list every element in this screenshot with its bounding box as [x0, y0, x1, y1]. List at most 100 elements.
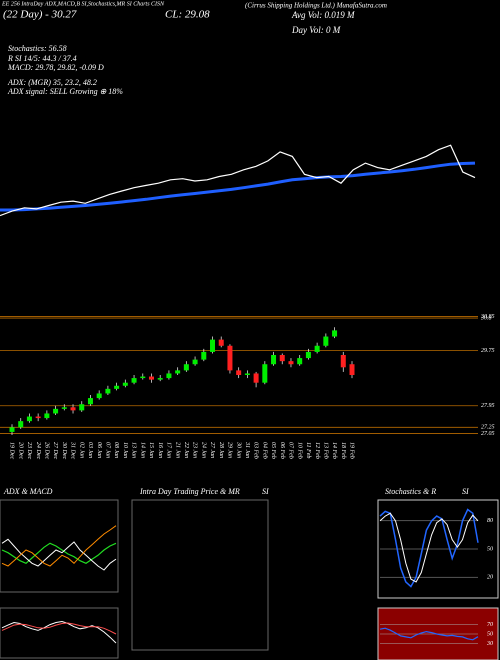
series-line: [1, 525, 117, 567]
series-line: [379, 627, 479, 641]
candle-body: [297, 358, 303, 365]
annotation: R SI 14/5: 44.3 / 37.4: [7, 54, 77, 63]
candle-body: [53, 408, 59, 414]
series-line: [379, 508, 479, 588]
x-tick-label: 16 Jan: [157, 442, 163, 458]
x-tick-label: 07 Feb: [288, 442, 294, 459]
y-tick-label: 50: [487, 631, 493, 637]
candle-body: [314, 345, 320, 352]
candle-body: [340, 355, 346, 368]
y-tick-label: 70: [487, 622, 493, 628]
candle-body: [279, 355, 285, 362]
x-tick-label: 12 Feb: [314, 442, 320, 459]
annotation: (22 Day) - 30.27: [3, 9, 77, 21]
y-tick-label: 50: [487, 546, 493, 552]
candle-body: [192, 359, 198, 365]
candle-body: [26, 416, 32, 422]
annotation: CL: 29.08: [165, 9, 210, 21]
x-tick-label: 31 Dec: [70, 441, 76, 459]
x-tick-label: 18 Feb: [340, 442, 346, 459]
candle-body: [114, 385, 120, 389]
candle-body: [323, 336, 329, 346]
x-tick-label: 13 Jan: [131, 442, 137, 458]
candle-body: [262, 364, 268, 383]
panel-frame: [131, 499, 269, 651]
panel-title: Stochastics & R: [385, 487, 436, 496]
y-tick-label: 30: [486, 641, 493, 647]
x-tick-label: 24 Dec: [35, 442, 42, 459]
y-tick-label: 29.75: [481, 348, 495, 354]
x-tick-label: 04 Feb: [261, 442, 268, 459]
candle-body: [105, 388, 111, 394]
candle-body: [61, 407, 67, 409]
candle-body: [210, 339, 216, 352]
series-line: [379, 512, 479, 583]
x-tick-label: 29 Jan: [227, 442, 233, 458]
panel-title: Intra Day Trading Price & MR: [139, 487, 240, 496]
panel-title: ADX & MACD: [3, 487, 53, 496]
x-tick-label: 02 Jan: [78, 442, 84, 458]
chart-title: (Cirrus Shipping Holdings Ltd.) MunafaSu…: [245, 2, 387, 10]
x-tick-label: 13 Feb: [322, 442, 328, 459]
candle-body: [96, 393, 102, 399]
y-tick-label: 80: [487, 518, 493, 524]
x-tick-label: 03 Jan: [87, 442, 93, 458]
series-line: [1, 622, 117, 635]
x-tick-label: 10 Feb: [296, 442, 302, 459]
annotation: MACD: 29.78, 29.82, -0.09 D: [7, 63, 104, 72]
candle-body: [79, 404, 85, 411]
x-tick-label: 30 Jan: [235, 441, 241, 458]
x-tick-label: 23 Jan: [192, 442, 198, 458]
candle-body: [332, 330, 338, 337]
candle-body: [271, 355, 277, 365]
candle-body: [349, 364, 355, 375]
candle-body: [18, 421, 24, 428]
series-line: [1, 538, 117, 571]
annotation: Day Vol: 0 M: [291, 25, 341, 35]
candle-body: [175, 370, 181, 374]
panel-title: SI: [262, 487, 269, 496]
annotation: ADX signal: SELL Growing ⊕ 18%: [7, 87, 123, 96]
x-tick-label: 24 Jan: [200, 442, 207, 458]
x-tick-label: 17 Jan: [166, 442, 172, 458]
x-tick-label: 20 Dec: [17, 442, 23, 459]
x-tick-label: 14 Feb: [331, 442, 338, 459]
candle-body: [288, 361, 294, 365]
x-tick-label: 07 Jan: [105, 442, 111, 458]
series-line: [0, 161, 476, 212]
candle-body: [166, 373, 172, 379]
x-tick-label: 06 Jan: [96, 442, 102, 458]
candle-body: [140, 376, 146, 379]
x-tick-label: 10 Jan: [122, 442, 128, 458]
close-line: [0, 144, 476, 217]
x-tick-label: 11 Feb: [305, 442, 311, 458]
candle-body: [131, 378, 137, 383]
panel-frame: [0, 499, 119, 593]
x-tick-label: 06 Feb: [279, 442, 285, 459]
annotation: Stochastics: 56.58: [8, 44, 67, 53]
x-tick-label: 19 Dec: [9, 442, 15, 459]
y-tick-label: 30.8: [480, 315, 492, 321]
candle-body: [35, 416, 41, 419]
y-tick-label: 27.05: [481, 431, 495, 437]
candle-body: [218, 339, 224, 346]
candle-body: [157, 378, 163, 380]
panel-title: SI: [462, 487, 469, 496]
x-tick-label: 22 Jan: [183, 442, 189, 458]
y-tick-label: 20: [487, 575, 493, 581]
x-tick-label: 27 Jan: [209, 442, 215, 458]
y-tick-label: 30.85: [480, 314, 495, 320]
candle-body: [87, 398, 93, 405]
x-tick-label: 26 Dec: [43, 442, 49, 459]
y-tick-label: 27.95: [481, 403, 495, 409]
candle-body: [148, 376, 154, 380]
candle-body: [122, 382, 128, 386]
candle-body: [253, 373, 259, 383]
x-tick-label: 31 Jan: [244, 441, 250, 458]
annotation: Avg Vol: 0.019 M: [291, 10, 355, 20]
x-tick-label: 28 Jan: [218, 442, 224, 458]
candle-body: [244, 373, 250, 375]
x-tick-label: 23 Dec: [26, 442, 32, 459]
x-tick-label: 14 Jan: [139, 442, 146, 458]
